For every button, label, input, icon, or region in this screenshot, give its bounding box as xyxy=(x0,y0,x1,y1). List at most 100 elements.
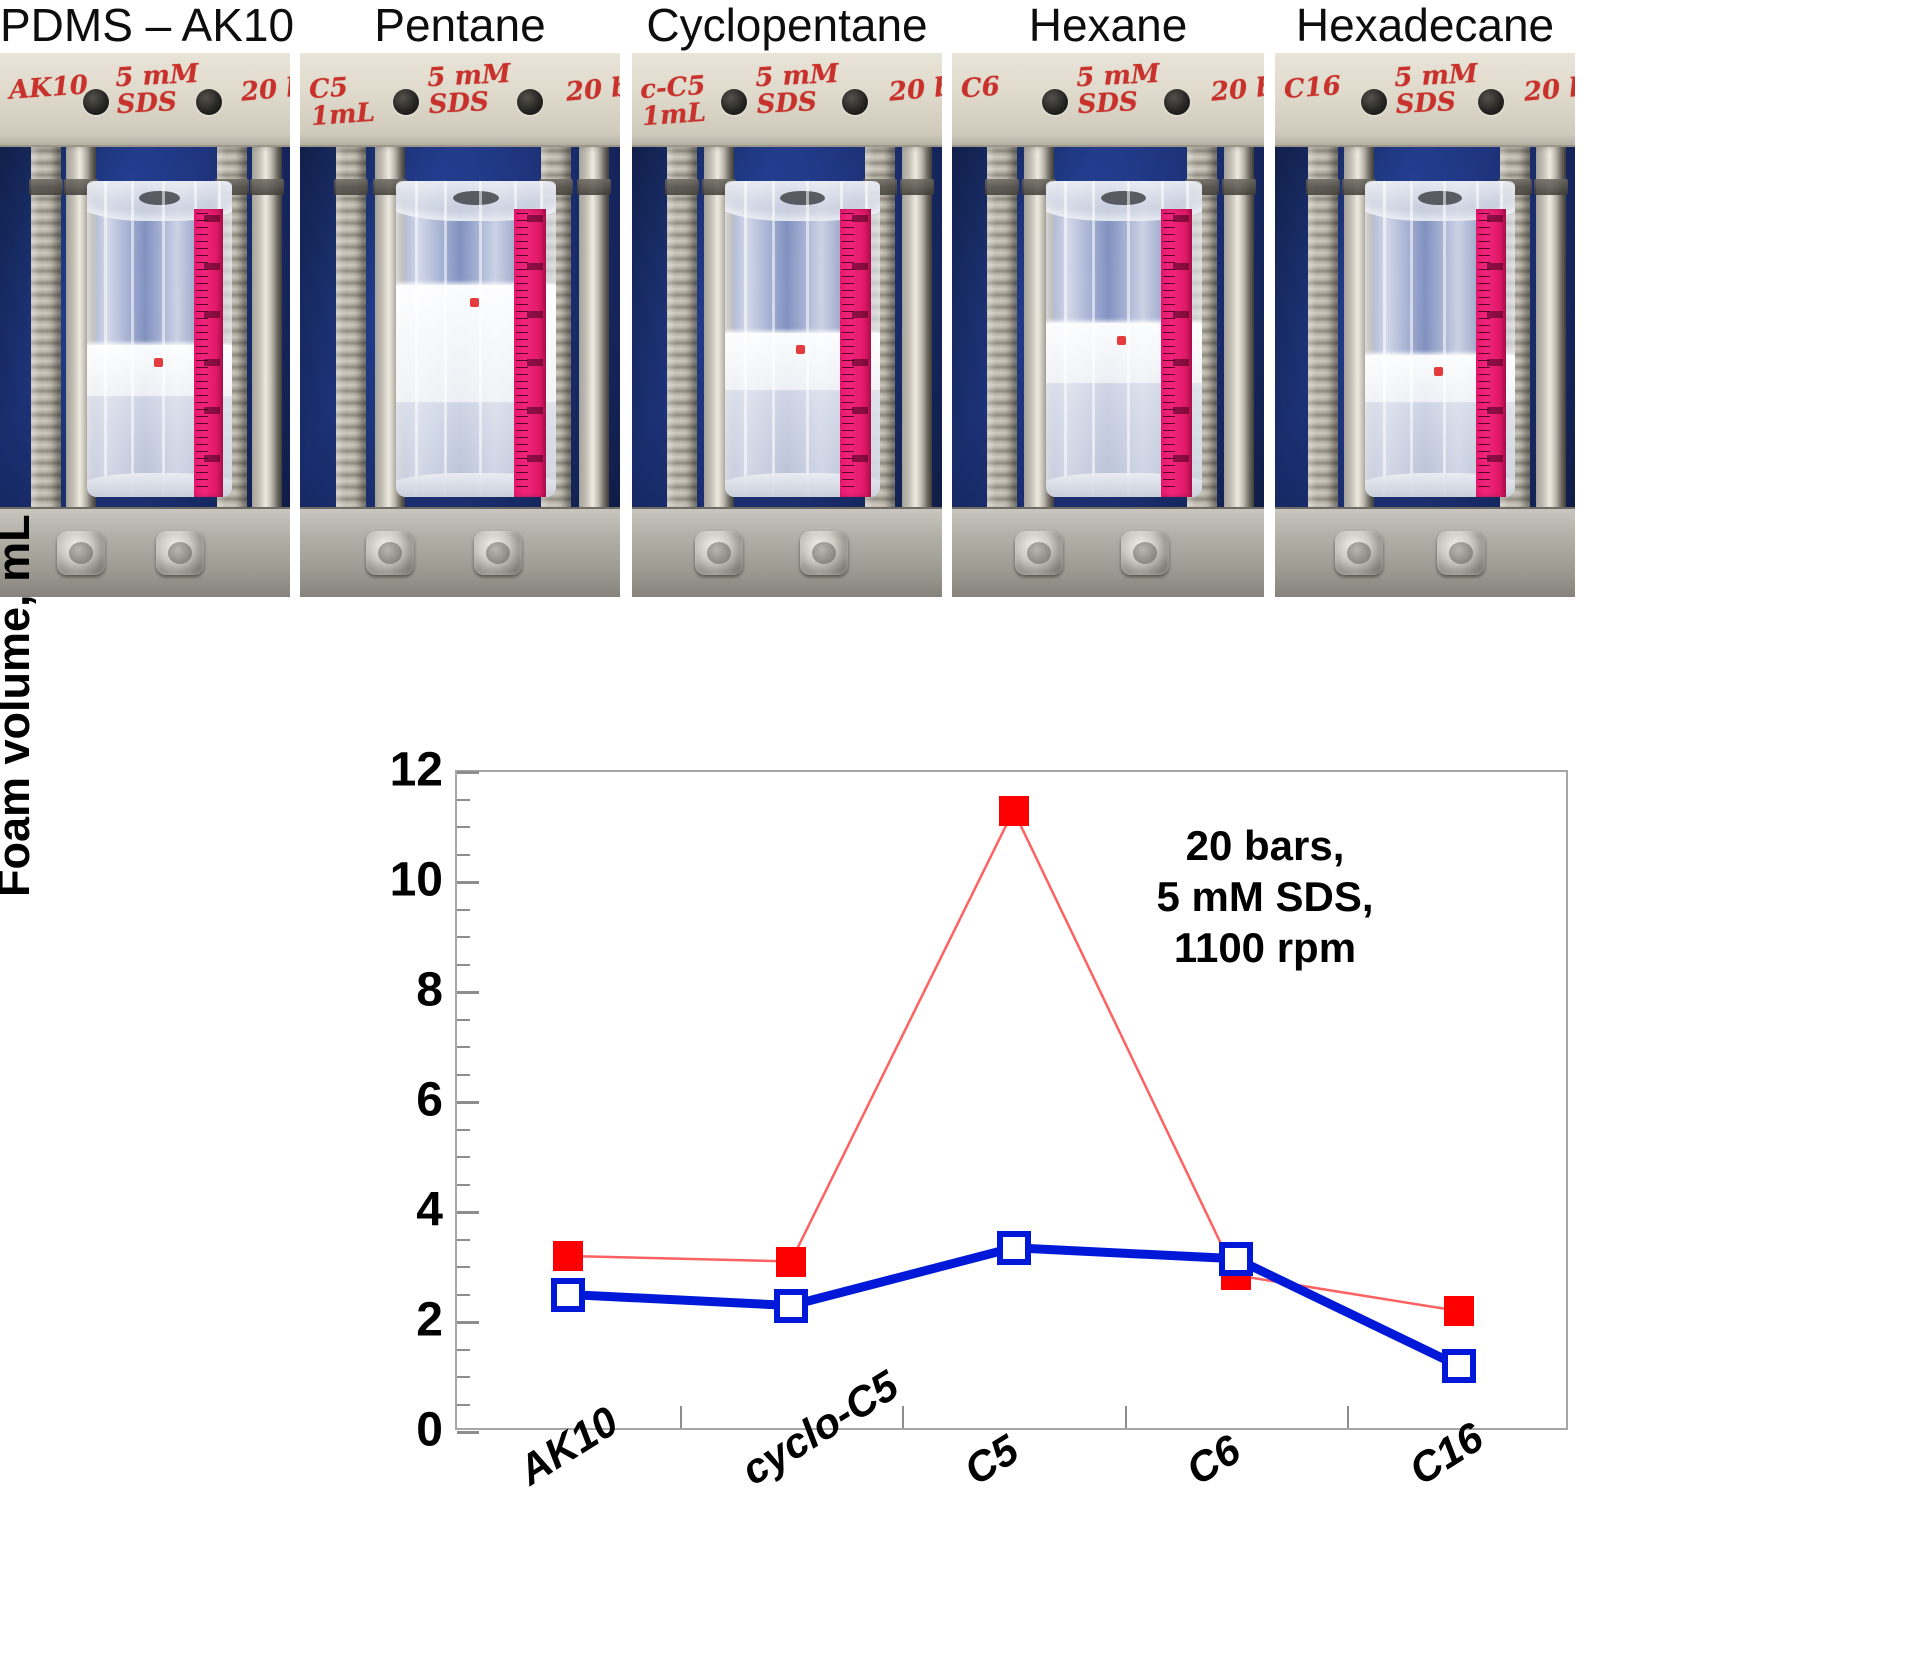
x-axis-tick xyxy=(1347,1406,1350,1428)
pink-ruler xyxy=(194,209,224,497)
y-axis-tick-label: 2 xyxy=(416,1293,443,1347)
y-axis-tick-label: 8 xyxy=(416,963,443,1017)
rod-nut xyxy=(1534,179,1568,195)
glass-highlight xyxy=(805,181,809,497)
pink-ruler xyxy=(839,209,871,497)
bolt-hole xyxy=(1478,89,1504,115)
bolt-hole xyxy=(392,89,419,115)
photo-panel-4: Hexane C6 5 mM SDS 20 b xyxy=(952,0,1264,597)
rod-nut xyxy=(29,179,64,195)
labeled-top-bar: C6 5 mM SDS 20 b xyxy=(952,53,1264,147)
hex-bolt xyxy=(1335,531,1383,575)
rod-nut xyxy=(334,179,369,195)
y-axis-tick-minor xyxy=(457,853,470,856)
bolt-hole xyxy=(1163,89,1190,115)
glass-highlight xyxy=(1064,181,1068,497)
hex-bolt xyxy=(155,531,204,575)
glass-highlight xyxy=(130,181,134,497)
y-axis-tick-minor xyxy=(457,1238,470,1241)
glass-highlight xyxy=(743,181,747,497)
bolt-hole xyxy=(842,89,869,115)
labeled-top-bar: C5 1mL 5 mM SDS 20 b xyxy=(300,53,620,147)
y-axis-label: Foam volume, mL xyxy=(0,514,39,897)
y-axis-tick-minor xyxy=(457,1293,470,1296)
glass-highlight xyxy=(1092,181,1096,497)
y-axis-tick-major xyxy=(457,1320,479,1324)
ruler-ticks xyxy=(516,213,529,493)
data-point-blue-open-square xyxy=(1219,1241,1254,1276)
y-axis-tick-minor xyxy=(457,1018,470,1021)
y-axis-tick-minor xyxy=(457,1376,470,1378)
red-marker-dot xyxy=(1117,335,1127,345)
bolt-hole xyxy=(721,89,748,115)
y-axis-tick-major xyxy=(457,990,479,994)
handwritten-label: C16 xyxy=(1283,71,1342,105)
y-axis-tick-minor xyxy=(457,826,470,828)
glass-highlight xyxy=(1126,181,1130,497)
foam-column-photo: C16 5 mM SDS 20 b xyxy=(1275,53,1575,597)
y-axis-tick-minor xyxy=(457,1403,470,1406)
handwritten-label: AK10 xyxy=(7,70,89,106)
series-line-blue-open-square xyxy=(568,1243,1461,1371)
hex-bolt xyxy=(694,531,743,575)
foam-column-photo: C5 1mL 5 mM SDS 20 b xyxy=(300,53,620,597)
handwritten-label: C5 1mL xyxy=(307,72,376,132)
y-axis-tick-minor xyxy=(457,1073,470,1076)
glass-highlight xyxy=(1410,181,1413,497)
rod-nut xyxy=(984,179,1019,195)
x-axis-tick xyxy=(1124,1406,1127,1428)
data-point-red-filled-square xyxy=(1443,1296,1474,1326)
hex-bolt xyxy=(365,531,414,575)
glass-highlight xyxy=(1383,181,1386,497)
y-axis-tick-label: 4 xyxy=(416,1183,443,1237)
rod-nut xyxy=(1306,179,1340,195)
data-point-red-filled-square xyxy=(998,795,1029,826)
glass-highlight xyxy=(104,181,108,497)
base-plate xyxy=(0,507,290,597)
pink-ruler xyxy=(514,209,547,497)
handwritten-label: 5 mM SDS xyxy=(114,58,200,120)
y-axis-tick-label: 12 xyxy=(389,743,443,797)
y-axis-tick-major xyxy=(457,770,479,774)
photo-panel-title: Hexadecane xyxy=(1295,0,1555,51)
glass-highlight xyxy=(162,181,166,497)
photo-panel-3: Cyclopentane c-C5 1mL 5 mM SDS 20 b xyxy=(632,0,942,597)
bolt-hole xyxy=(1361,89,1387,115)
y-axis-tick-label: 6 xyxy=(416,1073,443,1127)
handwritten-label: c-C5 1mL xyxy=(639,70,708,132)
annotation-line: 1100 rpm xyxy=(1173,924,1357,972)
pink-ruler xyxy=(1161,209,1193,497)
y-axis-tick-minor xyxy=(457,963,470,966)
base-plate xyxy=(300,507,620,597)
y-axis-tick-minor xyxy=(457,936,470,938)
red-marker-dot xyxy=(469,297,479,307)
data-point-red-filled-square xyxy=(553,1241,584,1271)
y-axis-tick-minor xyxy=(457,1266,470,1268)
y-axis-tick-major xyxy=(457,1210,479,1214)
y-axis-tick-minor xyxy=(457,1156,470,1158)
y-axis-tick-minor xyxy=(457,1046,470,1048)
glass-highlight xyxy=(479,181,483,497)
red-marker-dot xyxy=(796,345,806,355)
y-axis-tick-minor xyxy=(457,1348,470,1351)
y-axis-tick-minor xyxy=(457,1183,470,1186)
annotation-line: 5 mM SDS, xyxy=(1156,873,1374,921)
handwritten-label: 5 mM SDS xyxy=(1393,58,1479,120)
annotation-line: 20 bars, xyxy=(1185,822,1345,869)
data-point-blue-open-square xyxy=(551,1277,586,1312)
glass-highlight xyxy=(444,181,447,497)
data-point-blue-open-square xyxy=(773,1288,808,1323)
red-marker-dot xyxy=(153,357,163,367)
handwritten-label: 5 mM SDS xyxy=(754,58,840,120)
hex-bolt xyxy=(474,531,523,575)
glass-highlight xyxy=(415,181,419,497)
y-axis-tick-major xyxy=(457,1430,479,1434)
base-plate xyxy=(1275,507,1575,597)
photo-panel-title: Cyclopentane xyxy=(646,0,928,51)
ruler-numbers xyxy=(1173,215,1190,491)
ruler-numbers xyxy=(527,215,544,491)
photo-panel-title: PDMS – AK10 xyxy=(0,0,295,51)
labeled-top-bar: c-C5 1mL 5 mM SDS 20 b xyxy=(632,53,942,147)
handwritten-label: 20 b xyxy=(239,72,290,108)
handwritten-label: 5 mM SDS xyxy=(1075,58,1161,120)
